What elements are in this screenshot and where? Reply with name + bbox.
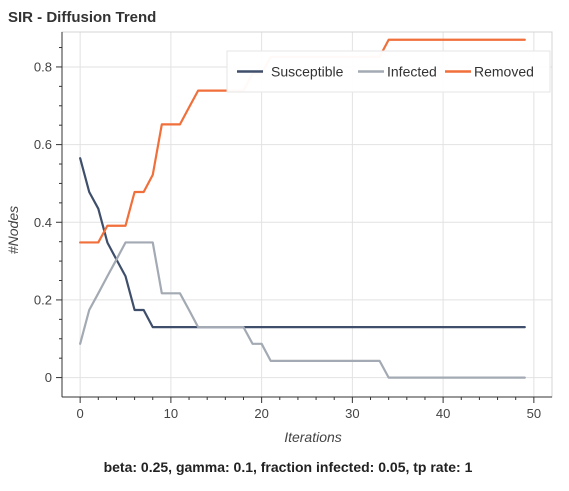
x-tick-label: 40: [436, 406, 450, 421]
x-tick-label: 20: [254, 406, 268, 421]
series-line-susceptible: [79, 157, 526, 329]
y-tick-label: 0: [45, 370, 52, 385]
y-tick-label: 0.2: [34, 292, 52, 307]
legend: Susceptible Infected Removed: [226, 50, 551, 93]
legend-box: [226, 50, 551, 93]
x-tick-label: 10: [164, 406, 178, 421]
axes: 0 10 20 30 40 50 0 0.2 0.4 0.6 0.8: [34, 31, 553, 421]
chart-title: SIR - Diffusion Trend: [8, 9, 156, 26]
x-tick-label: 50: [527, 406, 541, 421]
chart-caption: beta: 0.25, gamma: 0.1, fraction infecte…: [104, 459, 473, 475]
legend-label-susceptible: Susceptible: [271, 64, 344, 80]
y-axis-label: #Nodes: [5, 206, 21, 254]
x-tick-label: 0: [77, 406, 84, 421]
y-tick-label: 0.8: [34, 59, 52, 74]
x-tick-label: 30: [345, 406, 359, 421]
legend-label-infected: Infected: [387, 64, 437, 80]
x-axis-label: Iterations: [284, 429, 342, 445]
y-tick-label: 0.6: [34, 137, 52, 152]
plot-area: [62, 32, 552, 397]
y-tick-label: 0.4: [34, 215, 52, 230]
plot-background: [62, 32, 552, 397]
series-line-infected: [79, 241, 526, 379]
legend-label-removed: Removed: [474, 64, 534, 80]
